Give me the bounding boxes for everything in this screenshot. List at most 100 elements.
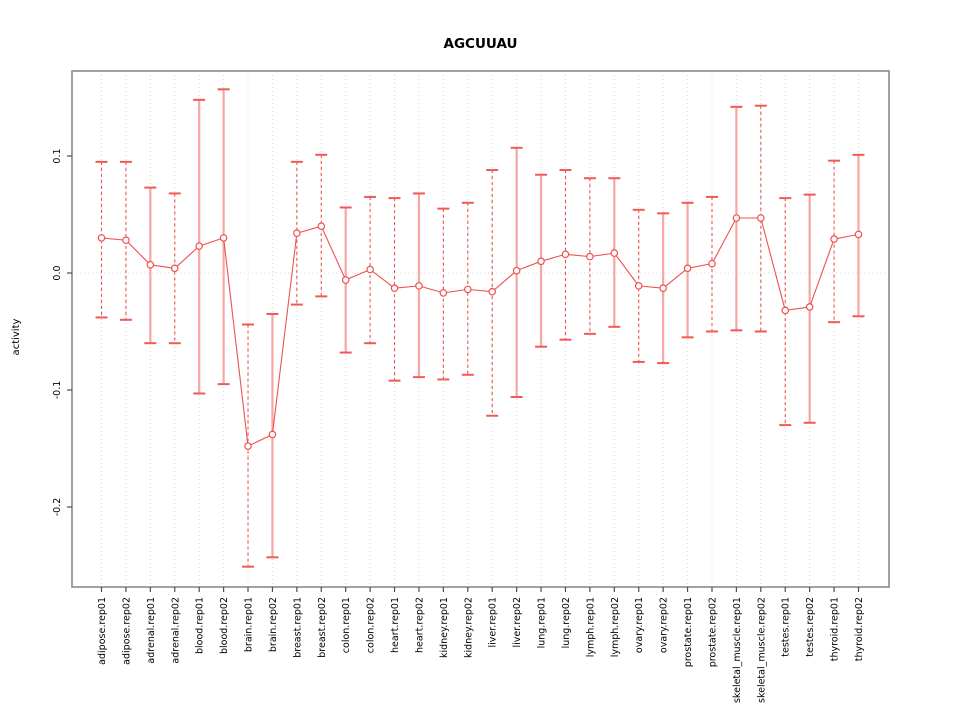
x-tick-label: blood.rep02 bbox=[219, 597, 230, 654]
x-tick-label: skeletal_muscle.rep01 bbox=[732, 597, 743, 703]
data-point bbox=[512, 266, 521, 275]
x-tick-label: adipose.rep01 bbox=[97, 597, 108, 665]
series-connector bbox=[320, 225, 347, 281]
series-connector bbox=[809, 238, 835, 308]
data-point bbox=[610, 249, 619, 257]
data-point bbox=[341, 276, 350, 284]
data-point bbox=[732, 214, 741, 222]
series-connector bbox=[491, 270, 517, 293]
y-tick-label: 0.0 bbox=[52, 265, 63, 280]
x-tick-label: testes.rep01 bbox=[781, 597, 792, 657]
series-connector bbox=[565, 253, 590, 258]
data-point bbox=[293, 229, 301, 238]
x-tick-label: skeletal_muscle.rep02 bbox=[756, 597, 767, 703]
data-point bbox=[122, 236, 130, 245]
data-point bbox=[366, 265, 374, 274]
x-tick-label: kidney.rep01 bbox=[439, 597, 450, 658]
data-point bbox=[97, 234, 106, 242]
data-point bbox=[390, 284, 399, 293]
series-connector bbox=[345, 268, 371, 281]
data-point bbox=[488, 287, 497, 296]
series-connector bbox=[418, 285, 444, 294]
series-connector bbox=[785, 306, 810, 311]
x-tick-label: thyroid.rep01 bbox=[830, 597, 841, 661]
data-point bbox=[586, 252, 594, 261]
x-tick-label: heart.rep01 bbox=[390, 597, 401, 653]
data-point bbox=[463, 285, 472, 294]
series-connector bbox=[687, 263, 713, 269]
x-tick-label: blood.rep01 bbox=[195, 597, 206, 654]
x-tick-label: brain.rep01 bbox=[244, 597, 255, 652]
x-tick-label: thyroid.rep02 bbox=[854, 597, 865, 661]
x-tick-label: liver.rep02 bbox=[512, 597, 523, 647]
data-point bbox=[268, 430, 277, 439]
data-point bbox=[170, 264, 179, 273]
data-point bbox=[195, 242, 203, 250]
series-connector bbox=[589, 252, 615, 258]
data-point bbox=[439, 289, 448, 297]
x-tick-label: lymph.rep02 bbox=[610, 597, 621, 657]
x-tick-label: colon.rep01 bbox=[341, 597, 352, 653]
x-tick-label: colon.rep02 bbox=[366, 597, 377, 653]
series-connector bbox=[516, 260, 542, 272]
series-connector bbox=[467, 288, 493, 293]
x-tick-label: lung.rep01 bbox=[537, 597, 548, 648]
series-connector bbox=[296, 225, 322, 234]
data-point bbox=[537, 257, 545, 266]
y-axis-label: activity bbox=[10, 318, 22, 356]
series-connector bbox=[394, 285, 420, 289]
y-tick-label: -0.2 bbox=[52, 498, 63, 517]
x-tick-label: testes.rep02 bbox=[805, 597, 816, 657]
series-connector bbox=[271, 233, 298, 435]
series-connector bbox=[125, 239, 151, 266]
y-tick-label: 0.1 bbox=[52, 148, 63, 163]
data-point bbox=[146, 261, 155, 269]
x-tick-label: heart.rep02 bbox=[414, 597, 425, 653]
data-point bbox=[561, 250, 570, 259]
x-tick-label: lung.rep02 bbox=[561, 597, 572, 648]
data-point bbox=[683, 264, 692, 273]
data-point bbox=[757, 214, 765, 222]
x-tick-label: liver.rep01 bbox=[488, 597, 499, 647]
x-tick-label: ovary.rep01 bbox=[634, 597, 645, 653]
series-connector bbox=[711, 217, 737, 264]
data-point bbox=[830, 235, 838, 243]
series-connector bbox=[443, 288, 468, 294]
series-connector bbox=[223, 237, 249, 447]
series-connector bbox=[613, 252, 640, 287]
x-tick-label: breast.rep02 bbox=[317, 597, 328, 658]
x-tick-label: kidney.rep02 bbox=[463, 597, 474, 658]
x-tick-label: prostate.rep01 bbox=[683, 597, 694, 667]
data-point bbox=[854, 230, 863, 239]
x-tick-label: adrenal.rep01 bbox=[146, 597, 157, 664]
data-point bbox=[805, 303, 814, 311]
series-connector bbox=[174, 245, 200, 269]
data-point bbox=[708, 259, 716, 268]
x-tick-label: prostate.rep02 bbox=[707, 597, 718, 667]
x-tick-label: adrenal.rep02 bbox=[170, 597, 181, 664]
x-tick-label: lymph.rep01 bbox=[585, 597, 596, 657]
series-connector bbox=[540, 253, 566, 262]
data-point bbox=[659, 284, 667, 293]
series-connector bbox=[760, 217, 786, 311]
x-tick-label: adipose.rep02 bbox=[121, 597, 132, 665]
data-point bbox=[634, 282, 643, 290]
data-point bbox=[219, 234, 228, 242]
x-tick-label: ovary.rep02 bbox=[659, 597, 670, 653]
series-connector bbox=[199, 237, 224, 247]
series-connector bbox=[833, 233, 859, 240]
series-connector bbox=[662, 267, 688, 289]
x-tick-label: breast.rep01 bbox=[292, 597, 303, 658]
series-connector bbox=[369, 269, 395, 289]
series-connector bbox=[101, 237, 126, 241]
series-connector bbox=[247, 433, 273, 447]
data-point bbox=[244, 442, 252, 450]
data-point bbox=[317, 222, 326, 231]
plot-border bbox=[71, 70, 890, 588]
x-tick-label: brain.rep02 bbox=[268, 597, 279, 652]
chart-title: AGCUUAU bbox=[443, 36, 518, 52]
series-connector bbox=[150, 264, 175, 269]
y-tick-label: -0.1 bbox=[52, 381, 63, 400]
